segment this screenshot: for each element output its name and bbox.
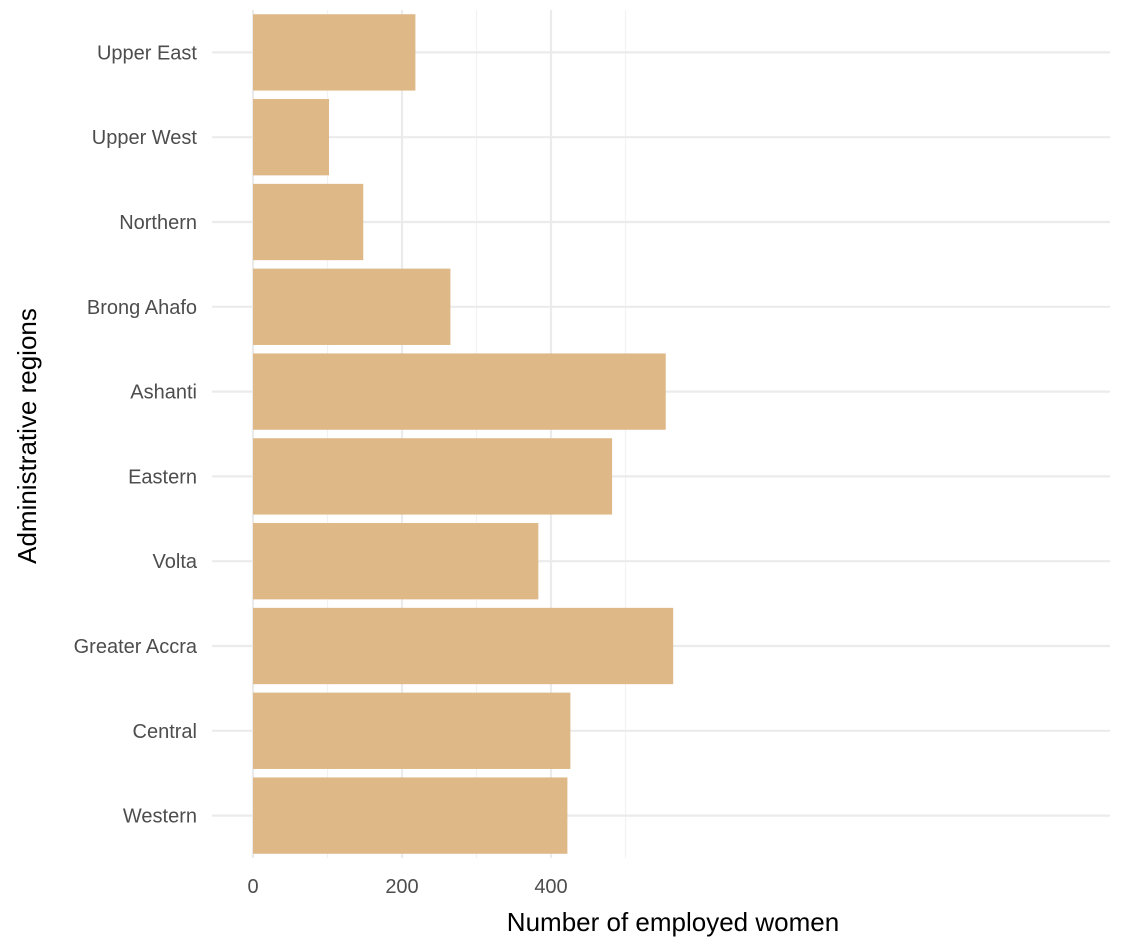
y-tick-label: Volta [153, 551, 198, 573]
bar-volta [253, 523, 539, 600]
x-tick-label: 400 [534, 876, 567, 898]
y-tick-label: Greater Accra [74, 636, 198, 658]
x-axis-tick-labels: 0 200 400 [247, 876, 567, 898]
bar-upper-west [253, 99, 329, 176]
y-tick-label: Eastern [128, 466, 197, 488]
x-tick-label: 0 [247, 876, 258, 898]
bar-upper-east [253, 14, 416, 91]
y-tick-label: Western [123, 806, 197, 828]
bar-western [253, 777, 568, 854]
x-axis-title: Number of employed women [507, 907, 839, 937]
y-tick-label: Central [133, 721, 197, 743]
y-axis-tick-labels: Western Central Greater Accra Volta Eastern A… [74, 42, 198, 827]
bars [253, 14, 674, 854]
bar-ashanti [253, 353, 666, 430]
y-tick-label: Upper East [97, 42, 197, 64]
bar-brong-ahafo [253, 268, 451, 345]
y-tick-label: Upper West [92, 127, 198, 149]
y-tick-label: Ashanti [130, 382, 197, 404]
bar-eastern [253, 438, 613, 515]
bar-greater-accra [253, 607, 674, 685]
bar-northern [253, 183, 364, 261]
bar-central [253, 692, 571, 769]
y-tick-label: Brong Ahafo [87, 297, 197, 319]
y-tick-label: Northern [119, 212, 197, 234]
y-axis-title: Administrative regions [12, 308, 42, 564]
x-tick-label: 200 [385, 876, 418, 898]
